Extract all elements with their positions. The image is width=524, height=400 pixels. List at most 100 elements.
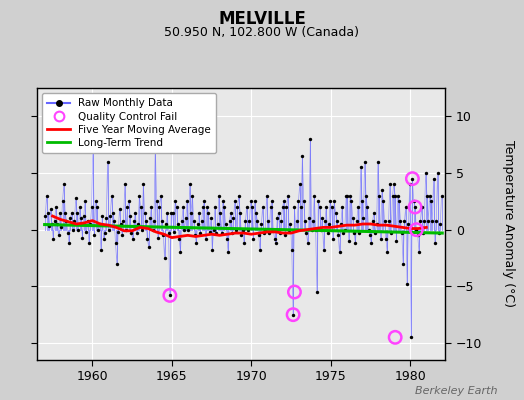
Point	[314, 198, 322, 204]
Point	[301, 218, 309, 224]
Point	[175, 236, 183, 242]
Point	[298, 153, 307, 159]
Point	[326, 198, 334, 204]
Point	[356, 164, 365, 170]
Point	[154, 234, 162, 241]
Point	[328, 204, 336, 210]
Point	[135, 192, 144, 199]
Point	[58, 198, 67, 204]
Point	[350, 230, 358, 236]
Point	[277, 218, 286, 224]
Point	[266, 204, 275, 210]
Point	[415, 249, 423, 256]
Point	[130, 218, 138, 224]
Point	[331, 210, 340, 216]
Point	[221, 221, 230, 227]
Point	[303, 240, 312, 246]
Point	[165, 230, 173, 236]
Point	[131, 210, 139, 216]
Point	[199, 204, 207, 210]
Point	[340, 230, 348, 236]
Point	[167, 210, 176, 216]
Legend: Raw Monthly Data, Quality Control Fail, Five Year Moving Average, Long-Term Tren: Raw Monthly Data, Quality Control Fail, …	[42, 93, 216, 153]
Point	[148, 226, 157, 233]
Point	[228, 230, 236, 236]
Point	[323, 230, 332, 236]
Point	[83, 218, 92, 224]
Point	[302, 230, 311, 236]
Point	[410, 198, 418, 204]
Point	[438, 192, 446, 199]
Point	[387, 230, 396, 236]
Point	[421, 170, 430, 176]
Point	[379, 198, 387, 204]
Point	[54, 232, 63, 238]
Point	[224, 249, 232, 256]
Point	[142, 218, 150, 224]
Point	[250, 198, 259, 204]
Point	[216, 210, 224, 216]
Point	[158, 218, 166, 224]
Point	[325, 221, 333, 227]
Point	[183, 198, 191, 204]
Point	[362, 192, 370, 199]
Point	[61, 210, 69, 216]
Point	[63, 230, 72, 236]
Point	[367, 240, 376, 246]
Point	[208, 247, 216, 253]
Point	[80, 213, 88, 219]
Point	[170, 229, 178, 235]
Point	[139, 181, 148, 188]
Point	[258, 204, 267, 210]
Point	[288, 247, 296, 253]
Point	[244, 226, 252, 233]
Point	[235, 192, 243, 199]
Point	[53, 221, 61, 227]
Point	[336, 221, 345, 227]
Point	[105, 226, 113, 233]
Point	[431, 240, 439, 246]
Point	[428, 218, 436, 224]
Point	[162, 221, 170, 227]
Point	[187, 210, 195, 216]
Point	[198, 218, 206, 224]
Point	[207, 215, 215, 222]
Point	[107, 192, 116, 199]
Point	[171, 198, 179, 204]
Point	[205, 229, 214, 235]
Point	[88, 204, 96, 210]
Point	[249, 236, 258, 242]
Point	[260, 230, 268, 236]
Point	[398, 230, 406, 236]
Point	[297, 204, 305, 210]
Point	[203, 204, 211, 210]
Point	[343, 192, 352, 199]
Point	[256, 247, 264, 253]
Point	[433, 170, 442, 176]
Point	[384, 218, 392, 224]
Point	[231, 198, 239, 204]
Point	[223, 236, 231, 242]
Point	[50, 218, 59, 224]
Point	[65, 240, 73, 246]
Point	[73, 210, 81, 216]
Point	[94, 226, 103, 233]
Point	[159, 232, 168, 238]
Point	[435, 230, 443, 236]
Point	[411, 204, 419, 210]
Point	[108, 210, 117, 216]
Point	[283, 192, 292, 199]
Point	[77, 215, 85, 222]
Point	[411, 204, 419, 210]
Point	[246, 198, 255, 204]
Point	[200, 198, 209, 204]
Point	[137, 204, 145, 210]
Point	[391, 192, 399, 199]
Point	[134, 221, 142, 227]
Point	[42, 192, 51, 199]
Point	[69, 226, 78, 233]
Point	[345, 238, 353, 244]
Point	[220, 204, 228, 210]
Point	[57, 224, 66, 230]
Point	[45, 223, 53, 230]
